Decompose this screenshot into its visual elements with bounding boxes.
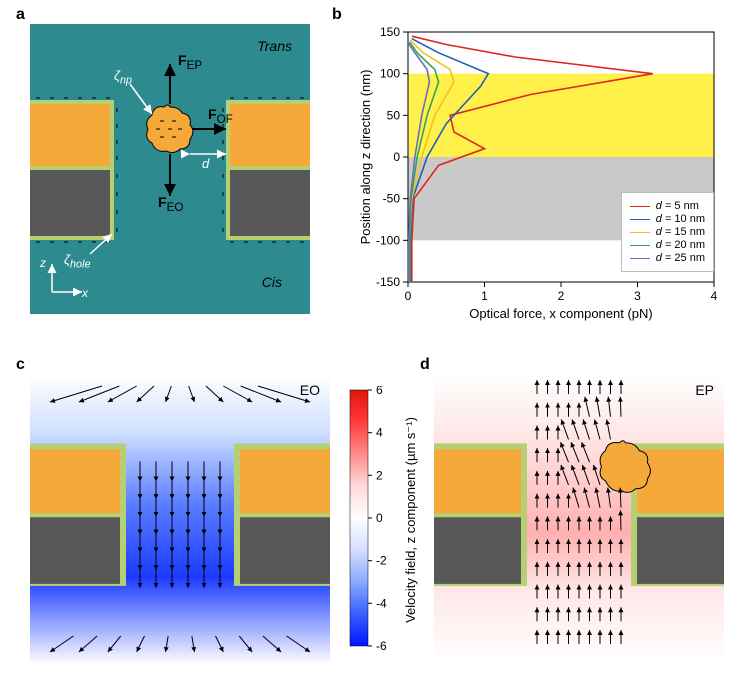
axis-z: z [40, 256, 46, 270]
svg-text:2: 2 [376, 468, 383, 482]
panel-d-svg [434, 374, 724, 664]
label-cis: Cis [262, 274, 282, 290]
svg-text:0: 0 [405, 289, 412, 303]
eo-label: EO [300, 382, 320, 398]
panel-label-a: a [16, 6, 25, 24]
force-eo: FEO [158, 194, 183, 214]
svg-text:150: 150 [380, 25, 400, 39]
colorbar: -6 -4 -2 0 2 4 6 [346, 386, 406, 650]
panel-b: 0 1 2 3 4 -150 -100 -50 0 50 100 150 Optical force, … [356, 24, 724, 326]
dist-d: d [202, 156, 209, 171]
panel-b-svg: 0 1 2 3 4 -150 -100 -50 0 50 100 150 Optical force, … [356, 24, 724, 326]
svg-text:-100: -100 [376, 233, 400, 247]
svg-text:-50: -50 [383, 192, 401, 206]
svg-text:6: 6 [376, 386, 383, 397]
svg-text:0: 0 [393, 150, 400, 164]
label-trans: Trans [257, 38, 292, 54]
panel-c-svg [30, 374, 330, 664]
svg-text:-150: -150 [376, 275, 400, 289]
force-ep: FEP [178, 52, 202, 72]
panel-b-legend: d = 5 nmd = 10 nmd = 15 nmd = 20 nmd = 2… [621, 192, 714, 272]
svg-text:Optical force, x component (pN: Optical force, x component (pN) [469, 306, 653, 321]
svg-text:Position along z direction (nm: Position along z direction (nm) [358, 70, 373, 245]
panel-d: EP [434, 374, 724, 664]
svg-text:-2: -2 [376, 554, 387, 568]
svg-text:2: 2 [558, 289, 565, 303]
svg-text:50: 50 [387, 108, 401, 122]
force-of: FOF [208, 106, 233, 126]
svg-text:-6: -6 [376, 639, 387, 650]
svg-text:4: 4 [376, 426, 383, 440]
svg-text:-4: -4 [376, 596, 387, 610]
panel-c: EO [30, 374, 330, 664]
svg-text:4: 4 [711, 289, 718, 303]
svg-text:0: 0 [376, 511, 383, 525]
svg-text:100: 100 [380, 67, 400, 81]
panel-label-b: b [332, 6, 342, 24]
colorbar-svg: -6 -4 -2 0 2 4 6 [346, 386, 406, 650]
axis-x: x [82, 286, 88, 300]
panel-a: Trans Cis FEP FOF FEO ζnp ζhole d z x [30, 24, 310, 314]
svg-text:3: 3 [634, 289, 641, 303]
zeta-hole: ζhole [64, 252, 91, 271]
panel-label-d: d [420, 356, 430, 374]
svg-text:1: 1 [481, 289, 488, 303]
colorbar-label: Velocity field, z component (µm s⁻¹) [404, 374, 420, 664]
ep-label: EP [695, 382, 714, 398]
panel-label-c: c [16, 356, 25, 374]
zeta-np: ζnp [114, 68, 132, 87]
